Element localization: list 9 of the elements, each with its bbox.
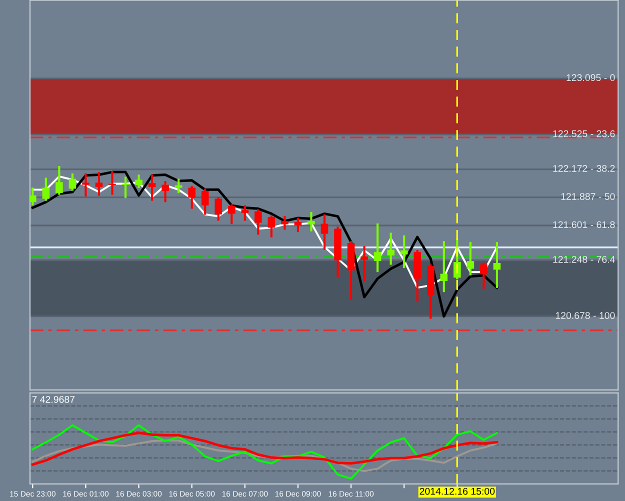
ref-line-label: 123.095 - 0 [566, 74, 615, 82]
ref-line-label: 122.525 - 23.6 [553, 130, 615, 138]
ref-line-label: 120.678 - 100 [556, 312, 615, 319]
ref-line-label: 122.172 - 38.2 [553, 165, 615, 172]
text: 7 42.9687 [32, 396, 75, 403]
ref-line-label: 2014.12.16 15:00 [420, 488, 495, 495]
ref-line-label: 121.887 - 50 [561, 193, 615, 200]
ref-line-label: 121.248 - 76.4 [553, 256, 615, 263]
ref-line-label: 121.601 - 61.8 [553, 221, 615, 228]
